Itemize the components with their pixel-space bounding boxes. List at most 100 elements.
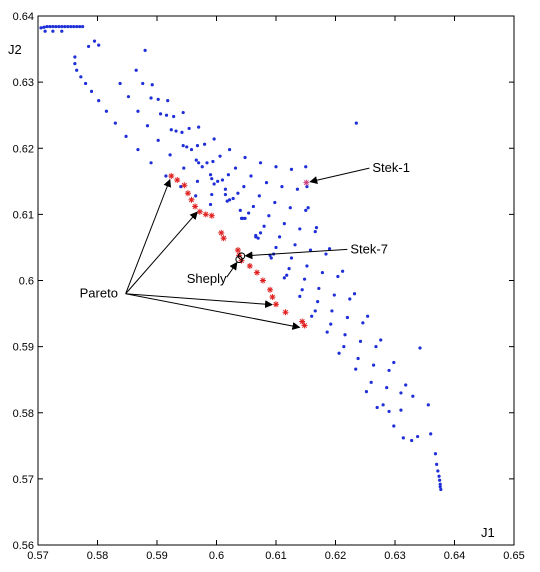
data-point — [166, 99, 170, 103]
data-point — [295, 187, 300, 191]
y-tick-label: 0.61 — [13, 209, 34, 221]
data-point — [39, 26, 43, 30]
data-point — [113, 121, 117, 125]
data-point — [141, 81, 145, 86]
annotation-label: Sheply — [187, 271, 227, 286]
data-point — [189, 147, 194, 152]
data-point — [438, 485, 442, 489]
axis-ticks: 0.57 0.58 0.59 0.6 0.61 0.62 0.63 0.64 0.650.560… — [13, 11, 525, 562]
data-point — [81, 24, 85, 29]
data-point — [371, 363, 376, 367]
data-point — [223, 187, 228, 191]
data-point — [262, 224, 266, 228]
data-point — [439, 487, 443, 492]
pareto-point — [267, 286, 274, 293]
data-point — [337, 351, 341, 355]
data-point — [385, 386, 389, 390]
annotation-arrow — [125, 293, 274, 309]
x-tick-label: 0.59 — [146, 550, 167, 562]
data-point — [225, 199, 229, 203]
data-point — [169, 128, 173, 132]
data-point — [156, 138, 160, 142]
data-point — [433, 452, 438, 456]
data-point — [267, 214, 271, 218]
data-point — [342, 345, 346, 349]
data-point — [43, 29, 47, 33]
data-point — [327, 247, 332, 251]
annotation-marker-star — [303, 179, 310, 186]
data-point — [358, 339, 363, 343]
data-point — [305, 185, 309, 189]
data-point — [274, 165, 278, 169]
data-point — [304, 208, 308, 213]
pareto-point — [208, 212, 215, 219]
data-point — [435, 462, 439, 466]
data-point — [280, 185, 284, 189]
data-point — [126, 95, 131, 99]
annotation-arrow — [244, 248, 348, 260]
y-tick-label: 0.6 — [19, 276, 34, 288]
data-point — [73, 62, 77, 66]
data-point — [375, 405, 379, 410]
data-point — [293, 243, 297, 247]
data-point — [289, 256, 294, 260]
x-tick-label: 0.64 — [444, 550, 465, 562]
data-point — [274, 245, 278, 250]
data-point — [218, 154, 222, 158]
data-point — [48, 24, 52, 29]
data-point — [437, 474, 441, 478]
x-tick-label: 0.65 — [503, 550, 524, 562]
data-point — [54, 24, 58, 29]
data-point — [212, 182, 216, 186]
y-tick-label: 0.59 — [13, 342, 34, 354]
data-point — [436, 469, 440, 473]
pareto-point — [301, 322, 308, 329]
data-point — [238, 208, 242, 213]
pareto-point — [188, 196, 195, 203]
data-point — [156, 97, 160, 101]
data-point — [392, 424, 396, 428]
data-point — [57, 24, 61, 29]
data-point — [63, 24, 67, 29]
data-point — [282, 222, 286, 226]
data-point — [341, 269, 345, 273]
pareto-point — [220, 235, 227, 242]
x-tick-label: 0.57 — [27, 550, 48, 562]
y-tick-label: 0.62 — [13, 143, 34, 155]
data-point — [429, 432, 433, 436]
data-point — [75, 68, 79, 72]
data-point — [51, 29, 55, 33]
data-point — [84, 81, 88, 86]
data-point — [438, 482, 442, 486]
plot-frame — [37, 15, 515, 546]
data-point — [302, 277, 307, 281]
data-point — [212, 137, 216, 141]
data-point — [354, 367, 358, 371]
data-point — [195, 179, 200, 183]
data-point — [324, 252, 328, 256]
data-point — [356, 356, 360, 361]
data-point — [227, 198, 232, 202]
data-point — [257, 194, 261, 198]
data-point — [256, 236, 260, 240]
data-point — [269, 256, 273, 260]
data-point — [298, 294, 302, 298]
data-point — [134, 68, 138, 72]
data-point — [164, 174, 168, 178]
data-point — [205, 161, 209, 165]
data-point — [143, 48, 147, 52]
data-point — [195, 144, 200, 148]
data-point — [313, 309, 317, 313]
data-point — [258, 231, 263, 235]
data-point — [180, 130, 184, 134]
data-point — [194, 194, 198, 198]
pareto-point — [234, 247, 241, 254]
data-point — [304, 165, 308, 169]
data-point — [78, 24, 82, 29]
data-point — [97, 99, 101, 103]
data-point — [210, 192, 214, 197]
data-point — [313, 229, 317, 234]
data-point — [243, 155, 247, 160]
data-point — [387, 409, 391, 414]
pareto-point — [202, 211, 209, 218]
